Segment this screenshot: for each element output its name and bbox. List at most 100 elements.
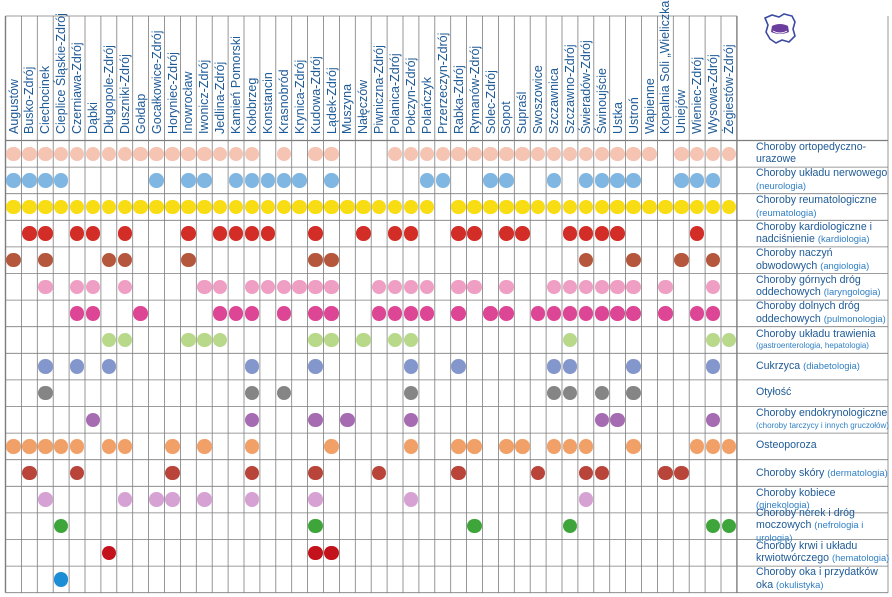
treatment-dot — [451, 199, 466, 215]
town-header: Uniejów — [674, 89, 689, 134]
treatment-dot — [387, 332, 403, 348]
treatment-dot — [38, 492, 53, 507]
treatment-dot — [705, 279, 721, 295]
disease-label: Choroby górnych dróg oddechowych (laryng… — [756, 274, 892, 299]
treatment-dot — [658, 465, 673, 481]
treatment-dot — [403, 332, 419, 348]
town-header: Supraśl — [515, 91, 530, 134]
treatment-dot — [451, 226, 466, 241]
treatment-dot — [276, 385, 291, 401]
town-header: Horyniec-Zdrój — [165, 52, 180, 134]
treatment-dot — [626, 252, 641, 268]
treatment-dot — [117, 439, 132, 454]
treatment-dot — [594, 226, 609, 241]
treatment-dot — [546, 306, 562, 321]
treatment-dot — [117, 279, 132, 295]
town-header: Gołdap — [133, 93, 148, 134]
disease-name: Choroby krwi i układu krwiotwórczego — [756, 539, 858, 565]
disease-name: Choroby endokrynologiczne — [756, 407, 888, 420]
treatment-dot — [546, 199, 562, 215]
treatment-dot — [149, 146, 164, 162]
treatment-dot — [705, 146, 721, 162]
town-header: Świeradów-Zdrój — [578, 40, 593, 134]
disease-specialty: (angiologia) — [820, 259, 870, 271]
treatment-dot — [467, 439, 482, 454]
town-header: Kudowa-Zdrój — [308, 56, 323, 134]
treatment-dot — [53, 199, 69, 215]
treatment-dot — [101, 545, 117, 561]
treatment-dot — [228, 306, 244, 321]
treatment-dot — [117, 252, 132, 268]
disease-label: Choroby naczyń obwodowych (angiologia) — [756, 248, 892, 272]
treatment-dot — [387, 306, 403, 321]
treatment-dot — [244, 385, 260, 401]
treatment-dot — [705, 252, 721, 268]
town-header: Ustka — [610, 102, 625, 134]
disease-name: Choroby kobiece — [756, 486, 836, 499]
treatment-dot — [181, 226, 196, 241]
treatment-dot — [356, 332, 371, 348]
town-header: Rabka-Zdrój — [451, 65, 466, 134]
treatment-dot — [181, 199, 196, 215]
treatment-dot — [467, 226, 482, 241]
treatment-dot — [149, 199, 164, 215]
disease-name: Choroby kardiologiczne i nadciśnienie — [756, 220, 873, 246]
treatment-dot — [705, 359, 721, 374]
treatment-dot — [610, 173, 625, 188]
treatment-dot — [340, 412, 355, 428]
treatment-dot — [642, 199, 657, 215]
treatment-dot — [117, 199, 132, 215]
treatment-dot — [515, 439, 530, 454]
treatment-dot — [165, 199, 180, 215]
treatment-dot — [38, 439, 53, 454]
treatment-dot — [101, 359, 117, 374]
treatment-dot — [276, 199, 291, 215]
treatment-dot — [181, 173, 196, 188]
treatment-dot — [721, 199, 737, 215]
treatment-dot — [38, 173, 53, 188]
treatment-dot — [689, 439, 705, 454]
treatment-dot — [403, 306, 419, 321]
disease-label: Otyłość — [756, 386, 892, 399]
treatment-dot — [22, 226, 37, 241]
treatment-dot — [610, 199, 625, 215]
treatment-dot — [403, 279, 419, 295]
treatment-dot — [38, 359, 53, 374]
treatment-dot — [228, 226, 244, 241]
town-header: Wysowa-Zdrój — [706, 54, 721, 134]
town-header: Solec-Zdrój — [483, 70, 498, 134]
treatment-dot — [149, 492, 164, 507]
treatment-dot — [594, 306, 609, 321]
treatment-dot — [244, 199, 260, 215]
treatment-dot — [546, 359, 562, 374]
treatment-dot — [562, 146, 578, 162]
town-header: Sopot — [499, 101, 514, 134]
disease-name: Choroby reumatologiczne — [756, 194, 877, 206]
treatment-dot — [197, 492, 212, 507]
treatment-dot — [38, 279, 53, 295]
treatment-dot — [276, 146, 291, 162]
treatment-dot — [244, 412, 260, 428]
treatment-dot — [451, 465, 466, 481]
treatment-dot — [578, 279, 594, 295]
treatment-dot — [165, 492, 180, 507]
treatment-dot — [721, 518, 737, 534]
treatment-dot — [578, 465, 594, 481]
treatment-dot — [308, 492, 323, 507]
treatment-dot — [387, 199, 403, 215]
disease-name: Choroby dolnych dróg oddechowych — [756, 300, 860, 325]
treatment-dot — [22, 465, 37, 481]
treatment-dot — [451, 146, 466, 162]
treatment-dot — [228, 199, 244, 215]
treatment-dot — [435, 146, 450, 162]
treatment-dot — [69, 306, 85, 321]
treatment-dot — [244, 226, 260, 241]
town-header: Konstancin — [260, 72, 275, 134]
treatment-dot — [578, 199, 594, 215]
disease-name: Osteoporoza — [756, 439, 817, 452]
treatment-dot — [38, 252, 53, 268]
treatment-dot — [530, 465, 546, 481]
treatment-dot — [435, 173, 450, 188]
treatment-dot — [181, 252, 196, 268]
treatment-dot — [594, 385, 609, 401]
